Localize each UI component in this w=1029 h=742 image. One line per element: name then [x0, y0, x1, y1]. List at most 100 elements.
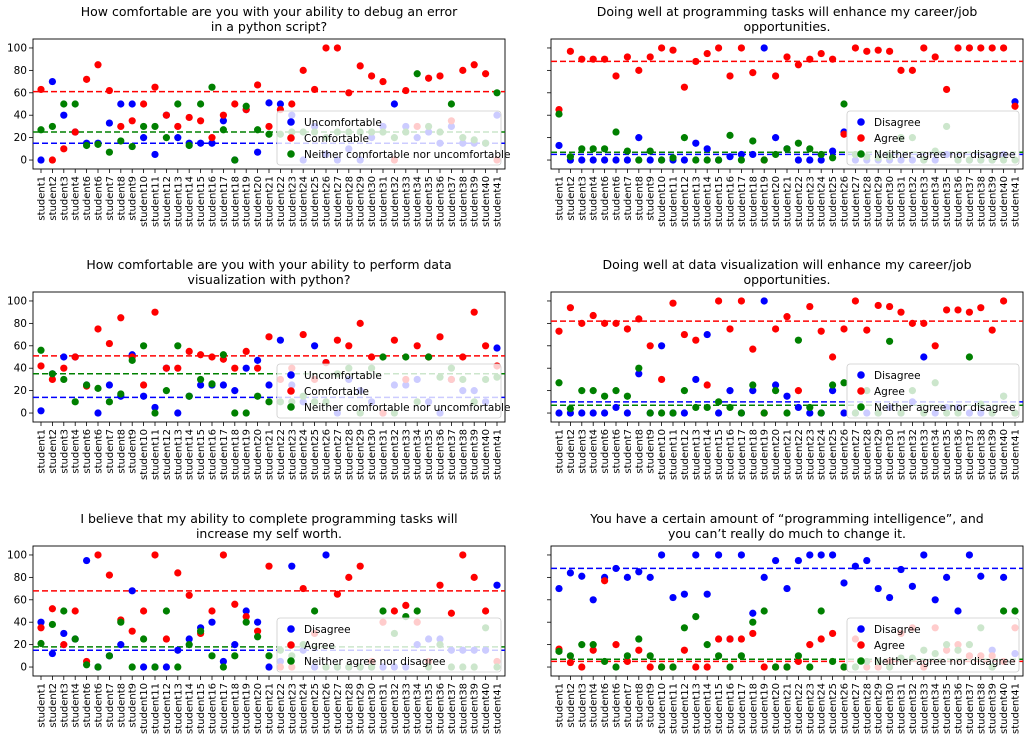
data-point — [635, 568, 643, 576]
x-tick-label: student2 — [566, 429, 577, 474]
data-point — [254, 618, 262, 626]
chart-panel-2: Doing well at programming tasks will enh… — [547, 4, 1024, 227]
data-point — [977, 44, 985, 52]
x-tick-label: student23 — [805, 429, 816, 480]
data-point — [794, 652, 803, 660]
y-tick-label: 20 — [14, 385, 27, 397]
data-point — [612, 564, 620, 573]
chart-panel-6: You have a certain amount of “programmin… — [547, 511, 1024, 734]
data-point — [231, 641, 239, 649]
data-point — [117, 618, 125, 626]
chart-title-line: in a python script? — [211, 19, 327, 34]
x-tick-label: student31 — [379, 429, 390, 480]
x-tick-label: student24 — [299, 429, 310, 480]
data-point — [208, 380, 216, 388]
x-tick-label: student37 — [965, 429, 976, 480]
data-point — [94, 409, 102, 417]
data-point — [37, 126, 45, 134]
data-point — [806, 145, 814, 153]
data-point — [772, 663, 780, 671]
x-tick-label: student28 — [862, 176, 873, 227]
data-point — [601, 577, 609, 585]
data-point — [94, 140, 102, 148]
x-tick-label: student28 — [344, 429, 355, 480]
data-point — [601, 657, 609, 666]
data-point — [83, 661, 91, 669]
data-point — [806, 403, 814, 412]
data-point — [83, 556, 91, 565]
data-point — [749, 137, 757, 145]
x-tick-label: student18 — [230, 176, 241, 227]
data-point — [726, 72, 734, 80]
y-tick-label: 100 — [7, 42, 27, 54]
data-point — [140, 635, 148, 643]
x-tick-label: student35 — [942, 176, 953, 227]
x-tick-label: student11 — [151, 176, 162, 227]
data-point — [794, 61, 803, 69]
legend-entry: Agree — [874, 640, 905, 652]
legend-marker — [857, 134, 865, 142]
legend-marker — [287, 403, 295, 411]
x-tick-label: student7 — [623, 683, 634, 728]
data-point — [447, 609, 455, 617]
data-point — [174, 342, 182, 350]
data-point — [162, 134, 170, 142]
data-point — [943, 306, 951, 314]
x-tick-label: student20 — [771, 176, 782, 227]
legend-marker — [287, 134, 295, 142]
x-tick-label: student36 — [436, 176, 447, 227]
x-tick-label: student1 — [37, 176, 48, 221]
data-point — [851, 562, 860, 570]
data-point — [208, 83, 216, 91]
data-point — [555, 141, 563, 150]
data-point — [555, 379, 563, 387]
data-point — [566, 652, 575, 660]
data-point — [794, 139, 803, 147]
x-tick-label: student7 — [623, 176, 634, 221]
data-point — [174, 122, 182, 131]
data-point — [840, 579, 848, 587]
data-point — [219, 657, 227, 666]
legend-entry: Disagree — [874, 370, 921, 382]
data-point — [254, 126, 262, 134]
data-point — [117, 100, 125, 108]
legend: Uncomfortable Comfortable Neither comforta… — [276, 110, 510, 166]
chart-panel-1: How comfortable are you with your abilit… — [7, 4, 510, 227]
data-point — [726, 153, 734, 161]
x-tick-label: student21 — [783, 176, 794, 227]
x-tick-label: student33 — [401, 176, 412, 227]
data-point — [886, 302, 894, 311]
data-point — [749, 69, 757, 77]
x-tick-label: student3 — [59, 683, 70, 728]
data-point — [829, 55, 837, 63]
x-tick-label: student12 — [680, 176, 691, 227]
data-point — [772, 150, 780, 159]
data-point — [817, 49, 825, 58]
y-tick-label: 0 — [20, 155, 27, 167]
x-tick-label: student32 — [390, 429, 401, 480]
x-tick-label: student12 — [162, 683, 173, 734]
legend-marker — [857, 657, 865, 665]
x-tick-label: student35 — [424, 683, 435, 734]
data-point — [680, 83, 689, 91]
x-tick-label: student3 — [59, 176, 70, 221]
legend-entry: Neither agree nor disagree — [874, 656, 1015, 668]
legend-entry: Disagree — [304, 624, 351, 636]
x-tick-label: student7 — [105, 176, 116, 221]
data-point — [1011, 102, 1019, 110]
legend-marker — [287, 625, 295, 633]
chart-title-line: Doing well at programming tasks will enh… — [597, 4, 978, 19]
x-tick-label: student2 — [48, 683, 59, 728]
data-point — [749, 609, 757, 617]
data-point — [368, 72, 376, 80]
data-point — [760, 663, 768, 671]
data-point — [646, 156, 654, 164]
data-point — [863, 326, 871, 334]
x-tick-label: student9 — [646, 683, 657, 728]
data-point — [37, 639, 45, 648]
data-point — [322, 44, 330, 52]
x-tick-label: student38 — [458, 429, 469, 480]
data-point — [242, 347, 250, 355]
x-tick-label: student36 — [954, 176, 965, 227]
x-tick-label: student11 — [151, 429, 162, 480]
